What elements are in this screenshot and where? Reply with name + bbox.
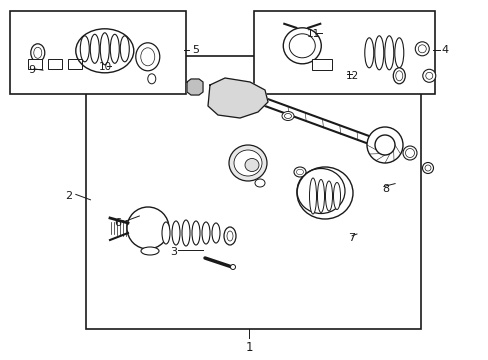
Ellipse shape xyxy=(422,69,435,82)
Text: 9: 9 xyxy=(28,65,35,75)
Ellipse shape xyxy=(226,231,232,241)
Ellipse shape xyxy=(147,74,156,84)
Ellipse shape xyxy=(224,227,236,245)
Ellipse shape xyxy=(182,220,190,246)
Ellipse shape xyxy=(394,38,403,68)
Bar xyxy=(68,59,81,69)
Text: 5: 5 xyxy=(192,45,199,55)
Ellipse shape xyxy=(425,72,432,79)
Ellipse shape xyxy=(417,45,426,53)
Ellipse shape xyxy=(110,34,119,63)
Ellipse shape xyxy=(254,179,264,187)
Bar xyxy=(48,59,61,69)
Ellipse shape xyxy=(374,135,394,155)
Ellipse shape xyxy=(80,36,89,62)
Ellipse shape xyxy=(402,146,416,160)
Ellipse shape xyxy=(90,34,99,63)
Bar xyxy=(312,59,332,69)
Ellipse shape xyxy=(283,28,321,64)
Ellipse shape xyxy=(414,42,428,56)
Ellipse shape xyxy=(244,158,259,171)
Ellipse shape xyxy=(424,165,430,171)
Text: 4: 4 xyxy=(441,45,447,55)
Ellipse shape xyxy=(296,169,303,175)
Ellipse shape xyxy=(289,34,315,58)
Text: 11: 11 xyxy=(305,29,319,39)
Ellipse shape xyxy=(296,168,345,213)
Ellipse shape xyxy=(230,265,235,270)
Ellipse shape xyxy=(141,247,159,255)
Ellipse shape xyxy=(405,148,414,158)
Ellipse shape xyxy=(34,47,41,58)
Ellipse shape xyxy=(234,150,262,176)
Ellipse shape xyxy=(309,178,316,214)
Ellipse shape xyxy=(333,183,340,210)
Ellipse shape xyxy=(172,221,180,245)
Text: 7: 7 xyxy=(348,233,355,243)
Bar xyxy=(28,59,41,69)
Ellipse shape xyxy=(141,48,155,66)
Ellipse shape xyxy=(422,162,433,174)
Bar xyxy=(254,11,434,94)
Ellipse shape xyxy=(293,167,305,177)
Ellipse shape xyxy=(374,36,383,70)
Ellipse shape xyxy=(325,181,332,211)
Ellipse shape xyxy=(192,221,200,245)
Ellipse shape xyxy=(384,36,393,70)
Text: 3: 3 xyxy=(170,247,177,257)
Polygon shape xyxy=(186,79,203,95)
Polygon shape xyxy=(207,78,267,118)
Bar xyxy=(10,11,185,94)
Ellipse shape xyxy=(284,113,291,118)
Ellipse shape xyxy=(100,33,109,65)
Ellipse shape xyxy=(228,145,266,181)
Text: 2: 2 xyxy=(65,191,72,201)
Text: 8: 8 xyxy=(382,184,389,194)
Ellipse shape xyxy=(395,71,402,81)
Ellipse shape xyxy=(212,223,220,243)
Text: 12: 12 xyxy=(345,71,358,81)
Ellipse shape xyxy=(162,222,170,244)
Ellipse shape xyxy=(136,43,160,71)
Ellipse shape xyxy=(366,127,402,163)
Ellipse shape xyxy=(127,207,169,249)
Ellipse shape xyxy=(317,180,324,212)
Ellipse shape xyxy=(369,130,399,160)
Ellipse shape xyxy=(364,38,373,68)
Ellipse shape xyxy=(31,44,45,62)
Ellipse shape xyxy=(202,222,209,244)
Ellipse shape xyxy=(282,112,293,121)
Text: 6: 6 xyxy=(114,218,121,228)
Ellipse shape xyxy=(120,36,129,62)
Text: 10: 10 xyxy=(99,62,111,72)
Text: 1: 1 xyxy=(245,341,253,354)
Bar xyxy=(85,56,420,329)
Ellipse shape xyxy=(392,68,405,84)
